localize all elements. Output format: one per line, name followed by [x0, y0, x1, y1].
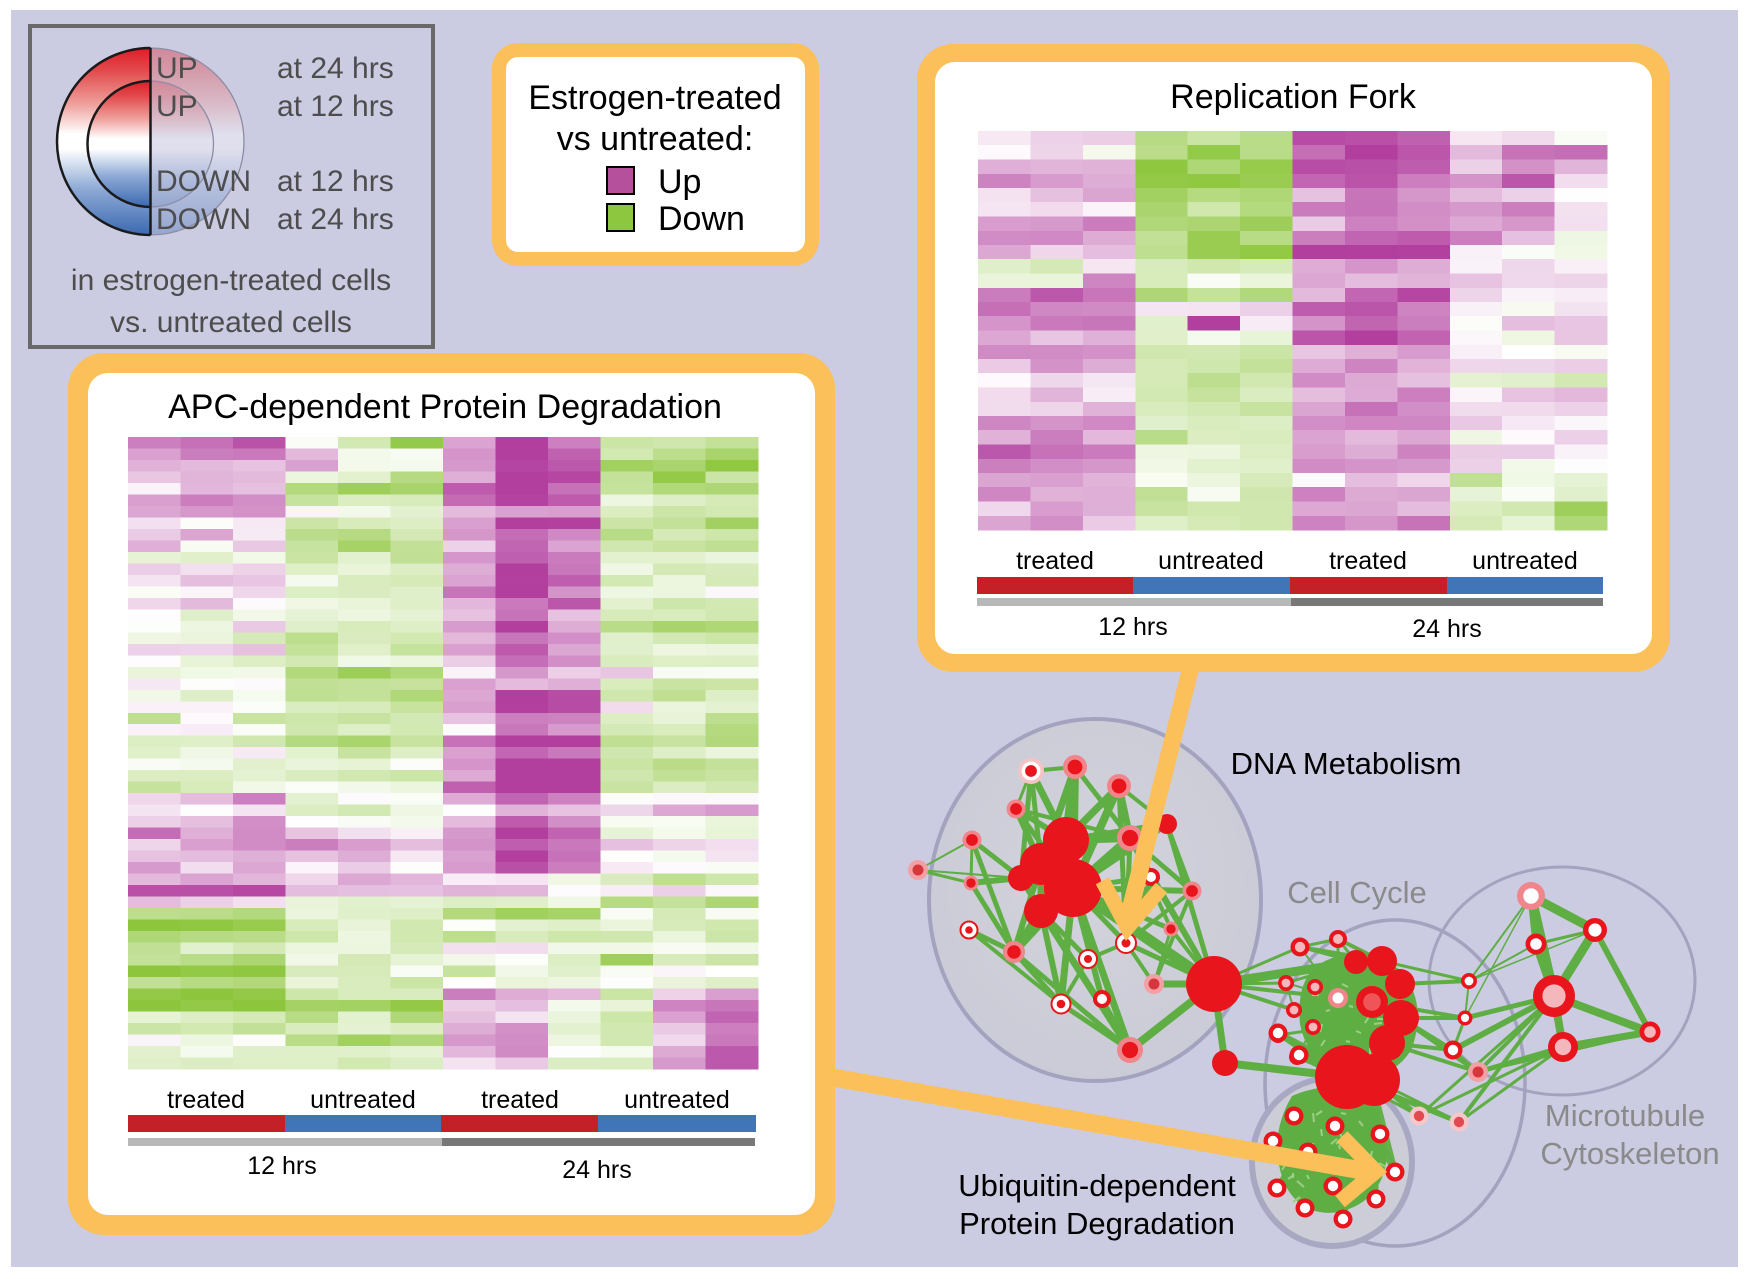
svg-text:treated: treated	[1016, 547, 1094, 575]
svg-text:treated: treated	[167, 1086, 245, 1114]
svg-text:vs untreated:: vs untreated:	[557, 120, 754, 158]
svg-text:DOWN: DOWN	[156, 203, 251, 236]
svg-text:treated: treated	[481, 1086, 559, 1114]
svg-text:Up: Up	[658, 163, 701, 201]
svg-text:24 hrs: 24 hrs	[1412, 615, 1481, 643]
svg-text:DNA Metabolism: DNA Metabolism	[1231, 746, 1462, 781]
svg-text:24 hrs: 24 hrs	[562, 1156, 631, 1184]
svg-text:in estrogen-treated cells: in estrogen-treated cells	[71, 264, 391, 297]
svg-text:Protein Degradation: Protein Degradation	[959, 1206, 1235, 1241]
svg-text:untreated: untreated	[624, 1086, 730, 1114]
svg-text:Cell Cycle: Cell Cycle	[1287, 875, 1427, 910]
svg-text:UP: UP	[156, 90, 198, 123]
svg-text:Down: Down	[658, 200, 745, 238]
svg-text:Estrogen-treated: Estrogen-treated	[528, 79, 781, 117]
svg-text:Ubiquitin-dependent: Ubiquitin-dependent	[958, 1168, 1236, 1203]
svg-text:at 24 hrs: at 24 hrs	[277, 52, 394, 85]
svg-text:12 hrs: 12 hrs	[1098, 613, 1167, 641]
svg-text:at 24 hrs: at 24 hrs	[277, 203, 394, 236]
svg-text:untreated: untreated	[1158, 547, 1264, 575]
svg-text:Cytoskeleton: Cytoskeleton	[1540, 1136, 1719, 1171]
svg-text:APC-dependent Protein Degradat: APC-dependent Protein Degradation	[168, 388, 722, 426]
svg-text:at 12 hrs: at 12 hrs	[277, 90, 394, 123]
svg-text:treated: treated	[1329, 547, 1407, 575]
svg-text:12 hrs: 12 hrs	[247, 1152, 316, 1180]
svg-text:Replication Fork: Replication Fork	[1170, 78, 1417, 116]
svg-text:Microtubule: Microtubule	[1545, 1098, 1705, 1133]
svg-text:DOWN: DOWN	[156, 165, 251, 198]
svg-text:UP: UP	[156, 52, 198, 85]
svg-text:untreated: untreated	[1472, 547, 1578, 575]
svg-text:vs. untreated cells: vs. untreated cells	[110, 306, 352, 339]
svg-text:at 12 hrs: at 12 hrs	[277, 165, 394, 198]
svg-text:untreated: untreated	[310, 1086, 416, 1114]
